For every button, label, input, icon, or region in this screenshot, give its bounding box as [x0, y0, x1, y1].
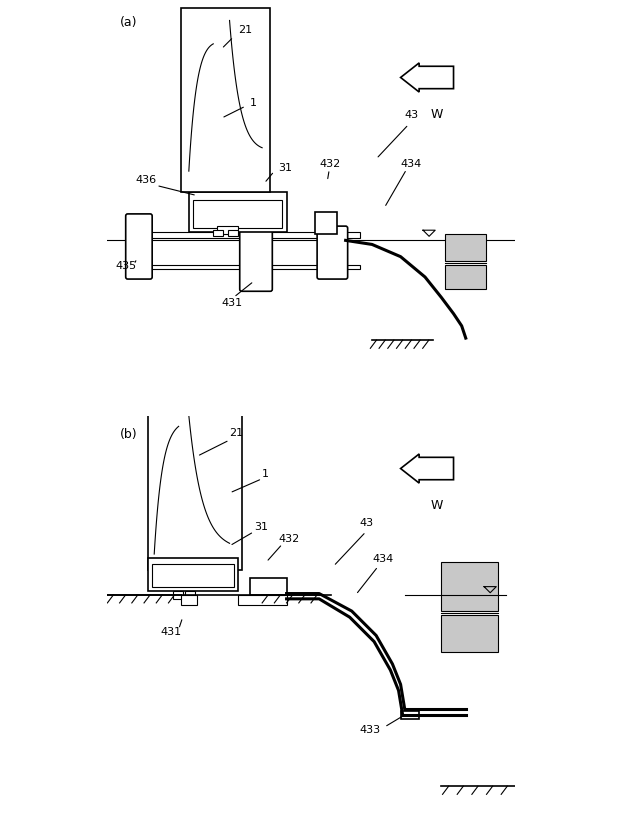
- Text: 21: 21: [238, 25, 252, 35]
- Bar: [148, 408, 242, 571]
- Bar: [180, 595, 197, 605]
- Bar: [442, 615, 498, 652]
- Text: 31: 31: [279, 163, 292, 173]
- Bar: [189, 192, 287, 232]
- Bar: [128, 265, 360, 269]
- Text: 43: 43: [405, 110, 419, 120]
- Text: 43: 43: [360, 518, 374, 528]
- FancyArrow shape: [401, 454, 453, 483]
- Text: 436: 436: [136, 175, 157, 185]
- FancyBboxPatch shape: [239, 230, 272, 291]
- Text: W: W: [431, 108, 443, 121]
- FancyBboxPatch shape: [317, 226, 348, 279]
- Bar: [445, 265, 486, 289]
- Bar: [315, 212, 338, 234]
- Bar: [180, 8, 271, 192]
- Text: 434: 434: [372, 554, 393, 564]
- Bar: [401, 711, 419, 719]
- Text: W: W: [431, 499, 443, 512]
- Bar: [185, 590, 195, 599]
- Text: 431: 431: [221, 298, 243, 308]
- FancyArrow shape: [401, 63, 453, 92]
- Bar: [193, 199, 282, 228]
- Text: 434: 434: [401, 159, 422, 169]
- Text: 431: 431: [160, 628, 182, 638]
- Bar: [228, 230, 238, 237]
- Text: 1: 1: [262, 469, 269, 479]
- Text: 21: 21: [230, 428, 244, 438]
- Bar: [238, 595, 287, 605]
- Bar: [128, 232, 360, 238]
- Bar: [172, 590, 183, 599]
- Text: 432: 432: [319, 159, 340, 169]
- Text: 1: 1: [250, 98, 257, 108]
- Bar: [148, 558, 238, 590]
- Text: 31: 31: [254, 522, 268, 532]
- Bar: [250, 578, 287, 595]
- Text: (b): (b): [119, 428, 137, 441]
- Text: 432: 432: [279, 534, 300, 544]
- Bar: [152, 564, 234, 586]
- Bar: [445, 234, 486, 261]
- Text: 435: 435: [116, 261, 137, 271]
- Bar: [217, 226, 238, 234]
- Bar: [213, 230, 223, 237]
- FancyBboxPatch shape: [126, 214, 152, 279]
- Text: (a): (a): [119, 17, 137, 30]
- Text: 433: 433: [360, 725, 381, 735]
- Bar: [442, 562, 498, 611]
